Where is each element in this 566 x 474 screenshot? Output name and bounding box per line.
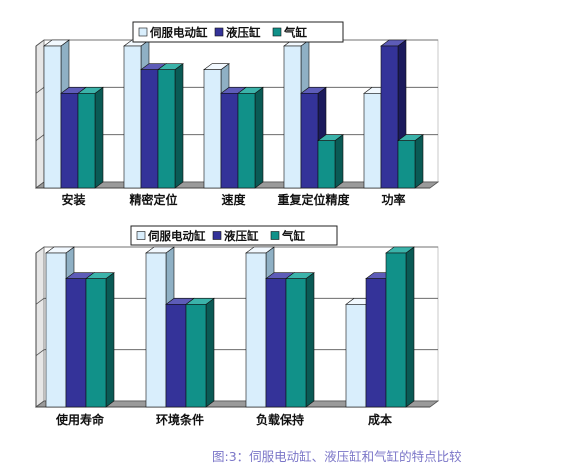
bar-front-face <box>123 45 142 189</box>
gridline <box>35 246 438 254</box>
bar-front-face <box>157 69 176 189</box>
bar-气缸-环境条件 <box>185 297 215 408</box>
bar-front-face <box>345 304 367 408</box>
category-label: 重复定位精度 <box>277 192 350 207</box>
bar-气缸-成本 <box>385 246 415 408</box>
bar-front-face <box>365 278 387 408</box>
legend-swatch <box>212 231 222 240</box>
bar-front-face <box>140 69 159 189</box>
bar-side-face <box>334 134 344 189</box>
legend-label: 伺服电动缸 <box>147 229 206 243</box>
bar-front-face <box>77 93 96 189</box>
bar-front-face <box>45 252 67 408</box>
bar-front-face <box>237 93 256 189</box>
chart-1: 安装 精密定位 速度 重复定位精度 功率 伺服电动缸 液压缸 气缸 <box>34 21 440 207</box>
bar-side-face <box>405 246 415 408</box>
bar-front-face <box>385 252 407 408</box>
bar-side-face <box>305 272 315 408</box>
bar-front-face <box>220 93 239 189</box>
bar-side-face <box>174 63 184 189</box>
bar-front-face <box>185 304 207 408</box>
legend-label: 伺服电动缸 <box>149 26 208 40</box>
legend-swatch <box>272 27 282 37</box>
bar-front-face <box>397 140 416 189</box>
legend-box <box>130 225 338 246</box>
bar-front-face <box>203 69 222 189</box>
legend-box <box>132 21 344 43</box>
bar-front-face <box>145 252 167 408</box>
legend-label: 液压缸 <box>224 229 259 243</box>
bar-front-face <box>380 45 399 189</box>
figure-caption: 图:3：伺服电动缸、液压缸和气缸的特点比较 <box>212 449 462 464</box>
legend-label: 气缸 <box>281 229 305 243</box>
chart-2: 使用寿命 环境条件 负载保持 成本 伺服电动缸 液压缸 气缸 <box>34 225 440 427</box>
category-label: 使用寿命 <box>55 412 105 427</box>
legend-swatch <box>138 27 148 37</box>
bar-front-face <box>317 140 336 189</box>
bar-side-face <box>94 86 104 189</box>
bar-side-face <box>105 272 115 408</box>
bar-气缸-功率 <box>397 134 424 189</box>
legend: 伺服电动缸 液压缸 气缸 <box>130 225 338 246</box>
bar-气缸-安装 <box>77 86 104 189</box>
bar-front-face <box>43 45 62 189</box>
category-label: 精密定位 <box>129 192 177 207</box>
bar-气缸-速度 <box>237 86 264 189</box>
bar-气缸-重复定位精度 <box>317 134 344 189</box>
bar-front-face <box>265 278 287 408</box>
bar-气缸-精密定位 <box>157 63 184 189</box>
category-label: 成本 <box>368 412 392 427</box>
bar-front-face <box>363 93 382 189</box>
category-label: 功率 <box>381 192 405 207</box>
category-label: 环境条件 <box>156 412 204 427</box>
legend-label: 气缸 <box>283 26 307 40</box>
bar-气缸-负载保持 <box>285 272 315 408</box>
bar-front-face <box>165 304 187 408</box>
bar-front-face <box>60 93 79 189</box>
bar-front-face <box>285 278 307 408</box>
bar-side-face <box>414 134 424 189</box>
legend-swatch <box>270 231 280 240</box>
category-label: 速度 <box>221 192 246 207</box>
category-label: 负载保持 <box>256 412 304 427</box>
bar-气缸-使用寿命 <box>85 272 115 408</box>
legend-label: 液压缸 <box>226 26 261 40</box>
legend: 伺服电动缸 液压缸 气缸 <box>132 21 344 43</box>
plot-side-wall <box>35 39 45 189</box>
bar-front-face <box>65 278 87 408</box>
category-label: 安装 <box>61 192 85 207</box>
bar-front-face <box>245 252 267 408</box>
legend-swatch <box>214 27 224 37</box>
plot-side-wall <box>35 246 45 408</box>
bar-side-face <box>254 86 264 189</box>
bar-side-face <box>205 297 215 408</box>
bar-front-face <box>300 93 319 189</box>
bar-front-face <box>283 45 302 189</box>
bar-front-face <box>85 278 107 408</box>
legend-swatch <box>136 231 146 240</box>
